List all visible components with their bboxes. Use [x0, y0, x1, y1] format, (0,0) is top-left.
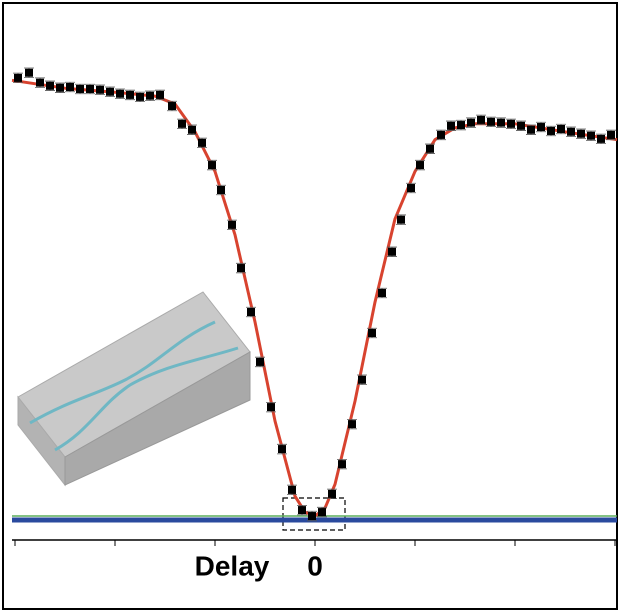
data-point [267, 403, 275, 412]
data-point [487, 117, 495, 126]
data-point [56, 83, 64, 92]
data-point [256, 357, 264, 366]
data-point [217, 186, 225, 195]
data-point [96, 85, 104, 94]
data-point [587, 131, 595, 140]
waveguide [29, 320, 216, 425]
data-point [178, 119, 186, 128]
data-point [447, 121, 455, 130]
highlight-box [282, 497, 346, 531]
data-point [358, 375, 366, 384]
data-point [338, 460, 346, 469]
data-point [416, 161, 424, 170]
data-point [348, 420, 356, 429]
data-point [597, 134, 605, 143]
data-point [378, 289, 386, 298]
data-point [247, 308, 255, 317]
data-point [168, 102, 176, 111]
data-point [188, 125, 196, 134]
data-point [208, 161, 216, 170]
data-point [577, 129, 585, 138]
data-point [388, 247, 396, 256]
data-point [76, 84, 84, 93]
data-point [136, 92, 144, 101]
data-point [507, 119, 515, 128]
data-point [278, 445, 286, 454]
x-tick-label: 0 [307, 550, 323, 581]
data-point [397, 215, 405, 224]
data-point [517, 121, 525, 130]
data-point [557, 124, 565, 133]
data-point [426, 144, 434, 153]
data-point [547, 126, 555, 135]
data-point [86, 84, 94, 93]
data-point [66, 83, 74, 92]
data-point [497, 118, 505, 127]
chip-front [64, 351, 251, 486]
data-point [228, 220, 236, 229]
data-point [368, 329, 376, 338]
data-point [36, 78, 44, 87]
data-point [116, 89, 124, 98]
data-point [25, 68, 33, 77]
data-point [457, 121, 465, 130]
data-point [527, 125, 535, 134]
data-point [477, 115, 485, 124]
data-point [46, 81, 54, 90]
data-point [146, 91, 154, 100]
data-point [567, 127, 575, 136]
data-point [126, 90, 134, 99]
data-point [14, 73, 22, 82]
data-point [237, 264, 245, 273]
data-point [467, 118, 475, 127]
data-point [298, 506, 306, 515]
data-point [328, 489, 336, 498]
data-point [106, 87, 114, 96]
waveguide [54, 346, 239, 452]
chip-illustration [17, 291, 251, 487]
data-point [288, 485, 296, 494]
data-point [318, 508, 326, 517]
data-point [437, 130, 445, 139]
data-point [308, 512, 316, 521]
x-axis-label: Delay [195, 550, 270, 581]
data-point [537, 123, 545, 132]
data-point [607, 130, 615, 139]
data-point [407, 184, 415, 193]
data-point [198, 138, 206, 147]
data-point [156, 90, 164, 99]
